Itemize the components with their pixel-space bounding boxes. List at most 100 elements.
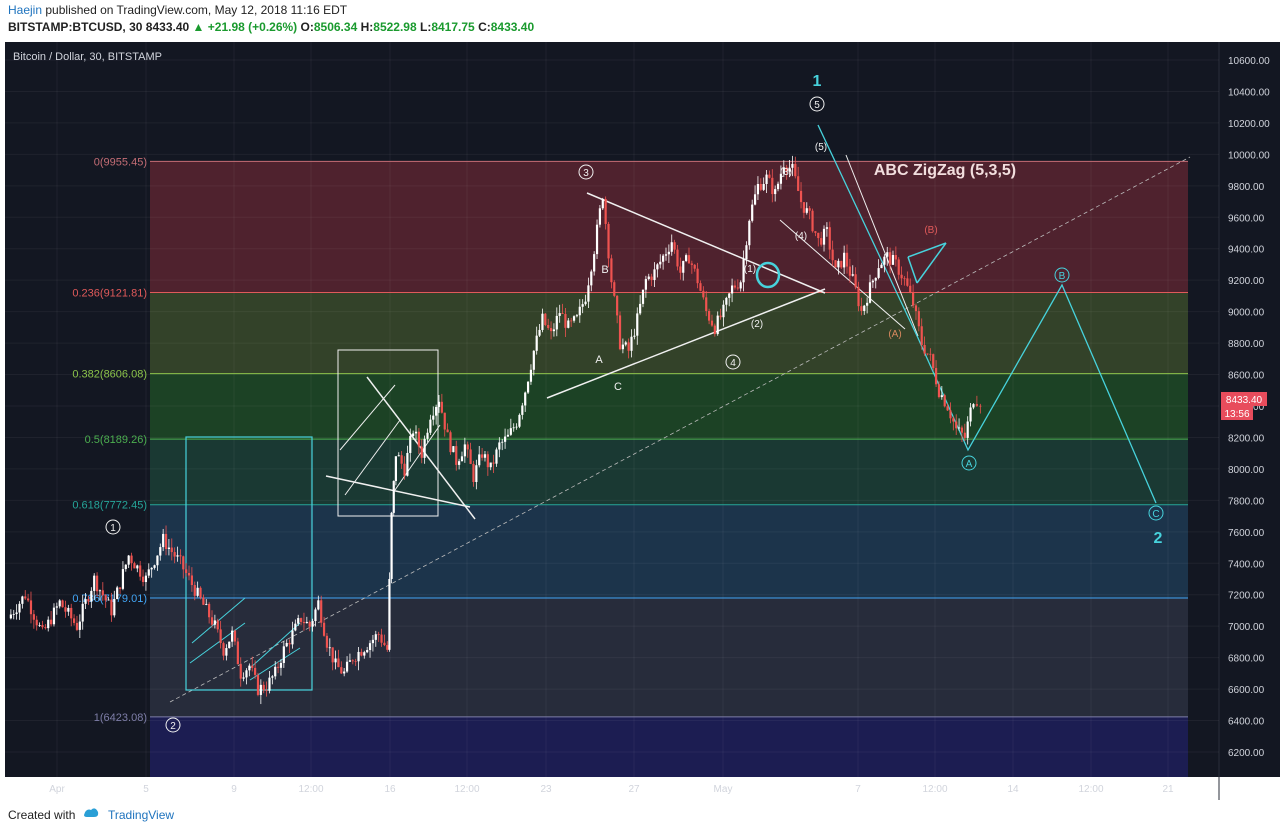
wave-circle [105,519,121,535]
candle-body [377,634,380,636]
candle-body [136,565,139,569]
candle-body [834,260,837,268]
candle-body [693,264,696,269]
candle-body [940,395,943,398]
candle-body [141,576,145,583]
bar-countdown: 13:56 [1224,409,1249,420]
candle-body [868,282,872,303]
candle-body [547,324,550,329]
price-tick: 9800.00 [1228,182,1265,193]
wave-label: 3 [583,168,589,179]
candle-body [894,255,897,260]
price-tick: 8600.00 [1228,371,1265,382]
price-chart[interactable]: 0(9955.45) 0.236(9121.81) 0.382(8606.08) 0.… [0,40,1280,800]
candle-body [210,617,214,625]
wave-label: (4) [795,231,807,242]
candle-body [437,401,441,407]
candle-body [736,287,739,289]
candle-body [756,183,760,195]
candle-body [957,427,961,429]
candle-body [843,252,846,268]
candle-body [93,575,96,591]
candle-body [966,421,969,438]
wave-label: (3) [780,167,792,178]
candle-body [934,368,938,385]
candle-body [914,305,918,312]
wave-annotations[interactable]: ABC ZigZag (5,3,5) 1 2 1 2 3 4 5 A B C (1) (2) (3) (4)… [105,73,1164,733]
candle-body [239,664,242,679]
publish-info: published on TradingView.com, May 12, 20… [45,3,348,17]
candle-body [952,418,955,422]
channel-line [339,384,396,451]
candle-body [443,412,446,430]
candle-body [190,575,193,586]
chart-area[interactable]: 0(9955.45) 0.236(9121.81) 0.382(8606.08) 0.… [0,40,1280,800]
candle-body [153,565,156,568]
candle-body [483,454,487,458]
candle-body [685,255,688,261]
author-link[interactable]: Haejin [8,3,43,17]
wave-label: ABC ZigZag (5,3,5) [874,162,1016,179]
candle-body [208,603,211,618]
candle-body [584,301,587,305]
candle-body [561,313,564,314]
wave-label: (5) [815,142,827,153]
fib-label-0.618: 0.618(7772.45) [72,500,147,512]
candle-body [110,599,113,616]
candle-body [394,456,397,481]
candle-body [503,436,507,442]
candle-body [630,336,633,351]
candle-body [164,533,168,549]
candle-body [345,661,349,672]
candle-body [644,279,647,290]
candle-body [81,603,84,622]
price-tick: 7400.00 [1228,559,1265,570]
candle-body [920,326,923,345]
candle-body [840,260,843,268]
candle-body [647,276,650,280]
drawings-layer[interactable] [169,124,1191,703]
last-price: 8433.40 [145,20,190,34]
tradingview-link[interactable]: TradingView [108,808,175,822]
candle-body [549,328,553,332]
candle-body [857,287,860,307]
created-with-label: Created with [8,808,76,822]
candle-body [55,606,58,608]
time-tick: 21 [1162,784,1174,795]
candle-body [725,297,728,305]
candle-body [360,651,363,656]
price-tick: 7600.00 [1228,528,1265,539]
candle-body [455,446,458,465]
candle-body [667,251,670,255]
candle-body [774,189,777,195]
candle-body [779,173,783,184]
candle-body [972,404,975,408]
candle-body [633,335,636,337]
candle-body [578,306,581,316]
price-tick: 6800.00 [1228,654,1265,665]
candle-body [593,254,596,272]
time-tick: 27 [628,784,640,795]
time-tick: May [714,784,733,795]
candle-body [368,643,372,651]
price-tick: 7800.00 [1228,496,1265,507]
candle-body [199,587,202,598]
fib-label-0: 0(9955.45) [94,156,147,168]
candle-body [475,465,478,483]
candle-body [817,232,820,239]
candle-body [228,641,231,649]
wave-label: A [966,459,973,470]
candle-body [481,454,484,458]
candle-body [420,446,423,458]
highlight-circle [755,261,781,289]
candle-body [124,564,127,570]
candle-body [64,607,67,612]
wave-label: (B) [924,225,937,236]
candle-body [676,249,679,267]
candle-body [532,350,535,370]
candle-body [728,293,731,298]
candle-body [182,556,185,570]
candle-body [975,404,978,406]
candle-body [185,569,188,573]
fib-retracement[interactable] [150,161,1188,777]
